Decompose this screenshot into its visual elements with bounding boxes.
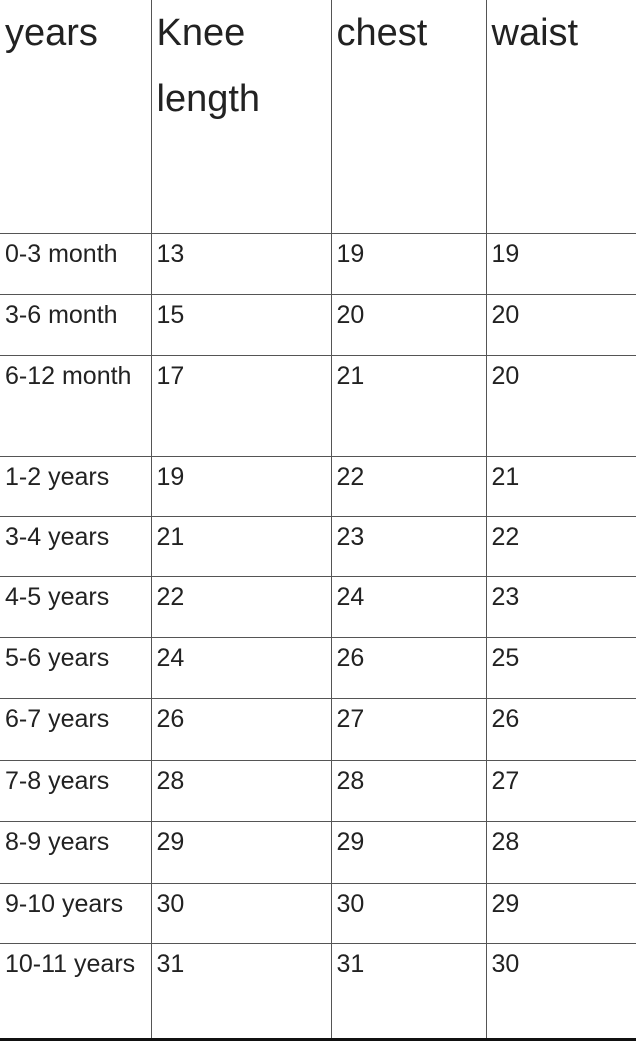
chest-cell: 24 [330, 575, 487, 638]
age-cell: 7-8 years [0, 759, 152, 822]
waist-cell: 23 [485, 575, 636, 638]
waist-cell: 21 [485, 455, 636, 517]
age-cell: 3-4 years [0, 515, 152, 577]
chest-cell: 30 [330, 882, 487, 944]
table-row: 9-10 years 30 30 29 [0, 882, 636, 944]
header-knee-length: Knee length [150, 0, 332, 234]
chest-cell: 19 [330, 232, 487, 295]
chest-cell: 22 [330, 455, 487, 517]
age-cell: 6-7 years [0, 697, 152, 761]
header-years: years [0, 0, 152, 234]
table-row: 3-6 month 15 20 20 [0, 293, 636, 356]
table-row: 10-11 years 31 31 30 [0, 942, 636, 1041]
waist-cell: 22 [485, 515, 636, 577]
knee-length-cell: 13 [150, 232, 332, 295]
knee-length-cell: 29 [150, 820, 332, 884]
waist-cell: 30 [485, 942, 636, 1041]
waist-cell: 28 [485, 820, 636, 884]
age-cell: 1-2 years [0, 455, 152, 517]
table-row: 3-4 years 21 23 22 [0, 515, 636, 577]
knee-length-cell: 26 [150, 697, 332, 761]
chest-cell: 23 [330, 515, 487, 577]
chest-cell: 29 [330, 820, 487, 884]
knee-length-cell: 28 [150, 759, 332, 822]
table-row: 5-6 years 24 26 25 [0, 636, 636, 699]
waist-cell: 20 [485, 354, 636, 457]
chest-cell: 20 [330, 293, 487, 356]
header-chest: chest [330, 0, 487, 234]
knee-length-cell: 30 [150, 882, 332, 944]
age-cell: 0-3 month [0, 232, 152, 295]
knee-length-cell: 22 [150, 575, 332, 638]
age-cell: 3-6 month [0, 293, 152, 356]
chest-cell: 27 [330, 697, 487, 761]
chest-cell: 28 [330, 759, 487, 822]
chest-cell: 21 [330, 354, 487, 457]
header-row: years Knee length chest waist [0, 0, 636, 234]
knee-length-cell: 24 [150, 636, 332, 699]
knee-length-cell: 19 [150, 455, 332, 517]
knee-length-cell: 21 [150, 515, 332, 577]
chest-cell: 31 [330, 942, 487, 1041]
age-cell: 5-6 years [0, 636, 152, 699]
knee-length-cell: 17 [150, 354, 332, 457]
knee-length-cell: 15 [150, 293, 332, 356]
chest-cell: 26 [330, 636, 487, 699]
header-waist: waist [485, 0, 636, 234]
knee-length-cell: 31 [150, 942, 332, 1041]
age-cell: 10-11 years [0, 942, 152, 1041]
table-row: 6-12 month 17 21 20 [0, 354, 636, 457]
age-cell: 8-9 years [0, 820, 152, 884]
waist-cell: 26 [485, 697, 636, 761]
waist-cell: 19 [485, 232, 636, 295]
age-cell: 6-12 month [0, 354, 152, 457]
table-row: 7-8 years 28 28 27 [0, 759, 636, 822]
waist-cell: 27 [485, 759, 636, 822]
table-row: 0-3 month 13 19 19 [0, 232, 636, 295]
table-row: 4-5 years 22 24 23 [0, 575, 636, 638]
waist-cell: 20 [485, 293, 636, 356]
table-row: 1-2 years 19 22 21 [0, 455, 636, 517]
age-cell: 4-5 years [0, 575, 152, 638]
table-row: 8-9 years 29 29 28 [0, 820, 636, 884]
age-cell: 9-10 years [0, 882, 152, 944]
waist-cell: 29 [485, 882, 636, 944]
table-row: 6-7 years 26 27 26 [0, 697, 636, 761]
waist-cell: 25 [485, 636, 636, 699]
